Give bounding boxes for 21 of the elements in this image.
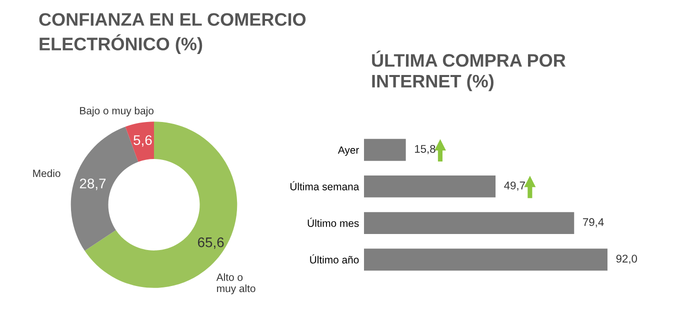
data-label: 65,6 xyxy=(198,237,224,249)
y-tick-label: Último mes xyxy=(308,218,359,227)
donut-slice xyxy=(125,122,154,162)
chart-title: ÚLTIMA COMPRA POR INTERNET (%) xyxy=(372,50,566,92)
chart-title: CONFIANZA EN EL COMERCIO ELECTRÓNICO (%) xyxy=(39,13,306,54)
data-label: 92,0 xyxy=(616,254,637,264)
data-label: 15,8 xyxy=(414,144,436,154)
slice-label: Bajo o muy bajo xyxy=(80,106,154,116)
data-label: 28,7 xyxy=(80,178,106,190)
data-label: 79,4 xyxy=(583,218,604,228)
data-label: 49,7 xyxy=(504,182,525,191)
y-tick-label: Último año xyxy=(310,254,359,264)
y-tick-label: Ayer xyxy=(338,146,359,156)
bar xyxy=(364,248,608,271)
slice-label: Alto o muy alto xyxy=(216,273,256,294)
bar xyxy=(364,212,574,234)
bar xyxy=(364,175,496,198)
slice-label: Medio xyxy=(33,169,60,178)
data-label: 5,6 xyxy=(134,135,152,147)
y-tick-label: Última semana xyxy=(290,181,360,190)
bar xyxy=(364,138,406,161)
